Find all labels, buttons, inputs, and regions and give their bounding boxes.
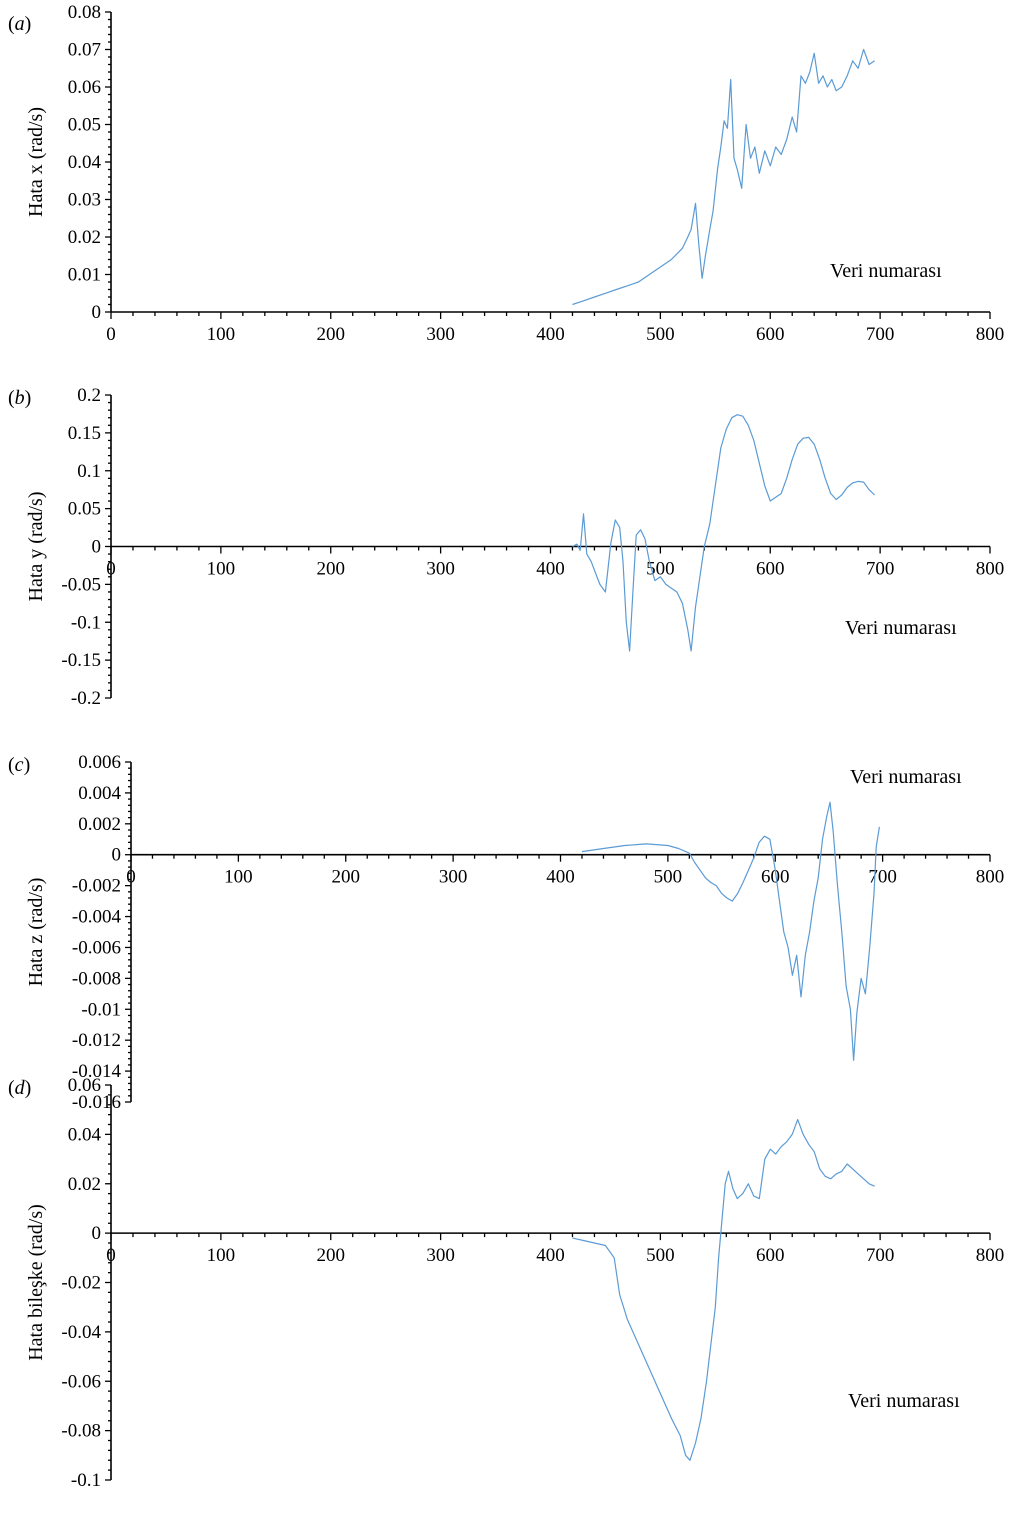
x-tick-label: 100 (207, 1245, 236, 1266)
x-tick-label: 0 (126, 867, 136, 888)
panel-label: (b) (8, 387, 31, 409)
y-tick-label: 0 (92, 302, 102, 323)
y-tick-label: -0.012 (72, 1030, 121, 1051)
y-tick-label: -0.1 (71, 612, 101, 633)
y-tick-label: 0.01 (68, 265, 101, 286)
data-series-line (581, 801, 880, 1061)
y-tick-label: -0.02 (61, 1273, 101, 1294)
x-tick-label: 200 (317, 324, 346, 345)
x-tick-label: 300 (426, 1245, 455, 1266)
x-tick-label: 600 (756, 324, 785, 345)
y-axis-title: Hata bileşke (rad/s) (25, 1204, 47, 1361)
x-tick-label: 0 (106, 324, 116, 345)
x-tick-label: 700 (866, 559, 895, 580)
x-tick-label: 300 (439, 867, 468, 888)
x-axis-title: Veri numarası (848, 1390, 960, 1412)
y-tick-label: 0 (92, 1223, 102, 1244)
x-tick-label: 300 (426, 559, 455, 580)
y-tick-label: -0.05 (61, 574, 101, 595)
y-tick-label: -0.016 (72, 1092, 121, 1113)
y-tick-label: 0.05 (68, 115, 101, 136)
x-tick-label: 500 (654, 867, 683, 888)
x-tick-label: 800 (976, 1245, 1005, 1266)
x-tick-label: 0 (106, 559, 116, 580)
y-tick-label: 0.004 (78, 783, 121, 804)
x-tick-label: 800 (976, 324, 1005, 345)
y-tick-label: 0.15 (68, 423, 101, 444)
y-tick-label: -0.014 (72, 1061, 122, 1082)
y-tick-label: 0.07 (68, 40, 101, 61)
panel-label: (d) (8, 1077, 31, 1099)
y-tick-label: -0.1 (71, 1470, 101, 1491)
x-axis-title: Veri numarası (830, 260, 942, 282)
y-tick-label: 0.006 (78, 752, 121, 773)
x-tick-label: 400 (536, 1245, 565, 1266)
y-tick-label: -0.2 (71, 688, 101, 709)
x-tick-label: 100 (224, 867, 253, 888)
x-tick-label: 600 (761, 867, 790, 888)
x-tick-label: 700 (868, 867, 897, 888)
y-tick-label: 0.04 (68, 1124, 102, 1145)
panel-label: (c) (8, 754, 30, 776)
y-tick-label: -0.01 (81, 999, 121, 1020)
data-series-line (572, 1119, 875, 1461)
y-tick-label: 0.06 (68, 77, 101, 98)
x-tick-label: 200 (332, 867, 361, 888)
y-tick-label: -0.08 (61, 1421, 101, 1442)
y-tick-label: 0.04 (68, 152, 102, 173)
x-tick-label: 700 (866, 1245, 895, 1266)
data-series-line (572, 48, 875, 306)
x-tick-label: 100 (207, 559, 236, 580)
y-tick-label: 0 (112, 845, 122, 866)
x-tick-label: 600 (756, 559, 785, 580)
x-tick-label: 300 (426, 324, 455, 345)
x-axis-title: Veri numarası (850, 766, 962, 788)
y-tick-label: 0.06 (68, 1075, 101, 1096)
y-tick-label: 0.03 (68, 190, 101, 211)
y-axis-title: Hata y (rad/s) (25, 492, 47, 602)
y-tick-label: 0.1 (77, 461, 101, 482)
x-tick-label: 400 (536, 559, 565, 580)
x-tick-label: 100 (207, 324, 236, 345)
y-tick-label: -0.004 (72, 907, 122, 928)
x-tick-label: 200 (317, 559, 346, 580)
y-tick-label: -0.06 (61, 1371, 101, 1392)
x-tick-label: 500 (646, 1245, 675, 1266)
y-tick-label: 0.2 (77, 385, 101, 406)
x-tick-label: 800 (976, 559, 1005, 580)
y-tick-label: -0.008 (72, 968, 121, 989)
y-tick-label: 0.02 (68, 1174, 101, 1195)
y-tick-label: 0.05 (68, 499, 101, 520)
y-tick-label: 0 (92, 537, 102, 558)
y-axis-title: Hata z (rad/s) (25, 878, 47, 987)
x-tick-label: 0 (106, 1245, 116, 1266)
data-series-line (572, 414, 876, 652)
y-tick-label: 0.08 (68, 2, 101, 23)
y-tick-label: -0.002 (72, 876, 121, 897)
panel-label: (a) (8, 13, 31, 35)
x-tick-label: 600 (756, 1245, 785, 1266)
x-tick-label: 700 (866, 324, 895, 345)
y-tick-label: -0.15 (61, 650, 101, 671)
y-axis-title: Hata x (rad/s) (25, 107, 47, 217)
y-tick-label: -0.04 (61, 1322, 101, 1343)
y-tick-label: -0.006 (72, 937, 121, 958)
x-tick-label: 500 (646, 324, 675, 345)
chart-panel-a: 0 0.01 0.02 0.03 0.04 0.05 0.06 0.07 0.08 0 100 200… (8, 2, 1004, 345)
x-tick-label: 400 (546, 867, 575, 888)
y-tick-label: 0.02 (68, 227, 101, 248)
x-axis-title: Veri numarası (845, 617, 957, 639)
x-tick-label: 800 (976, 867, 1005, 888)
x-tick-label: 200 (317, 1245, 346, 1266)
y-tick-label: 0.002 (78, 814, 121, 835)
chart-panel-c: -0.016 -0.014 -0.012 -0.01 -0.008 -0.006 -0.00… (8, 752, 1004, 1113)
x-tick-label: 400 (536, 324, 565, 345)
